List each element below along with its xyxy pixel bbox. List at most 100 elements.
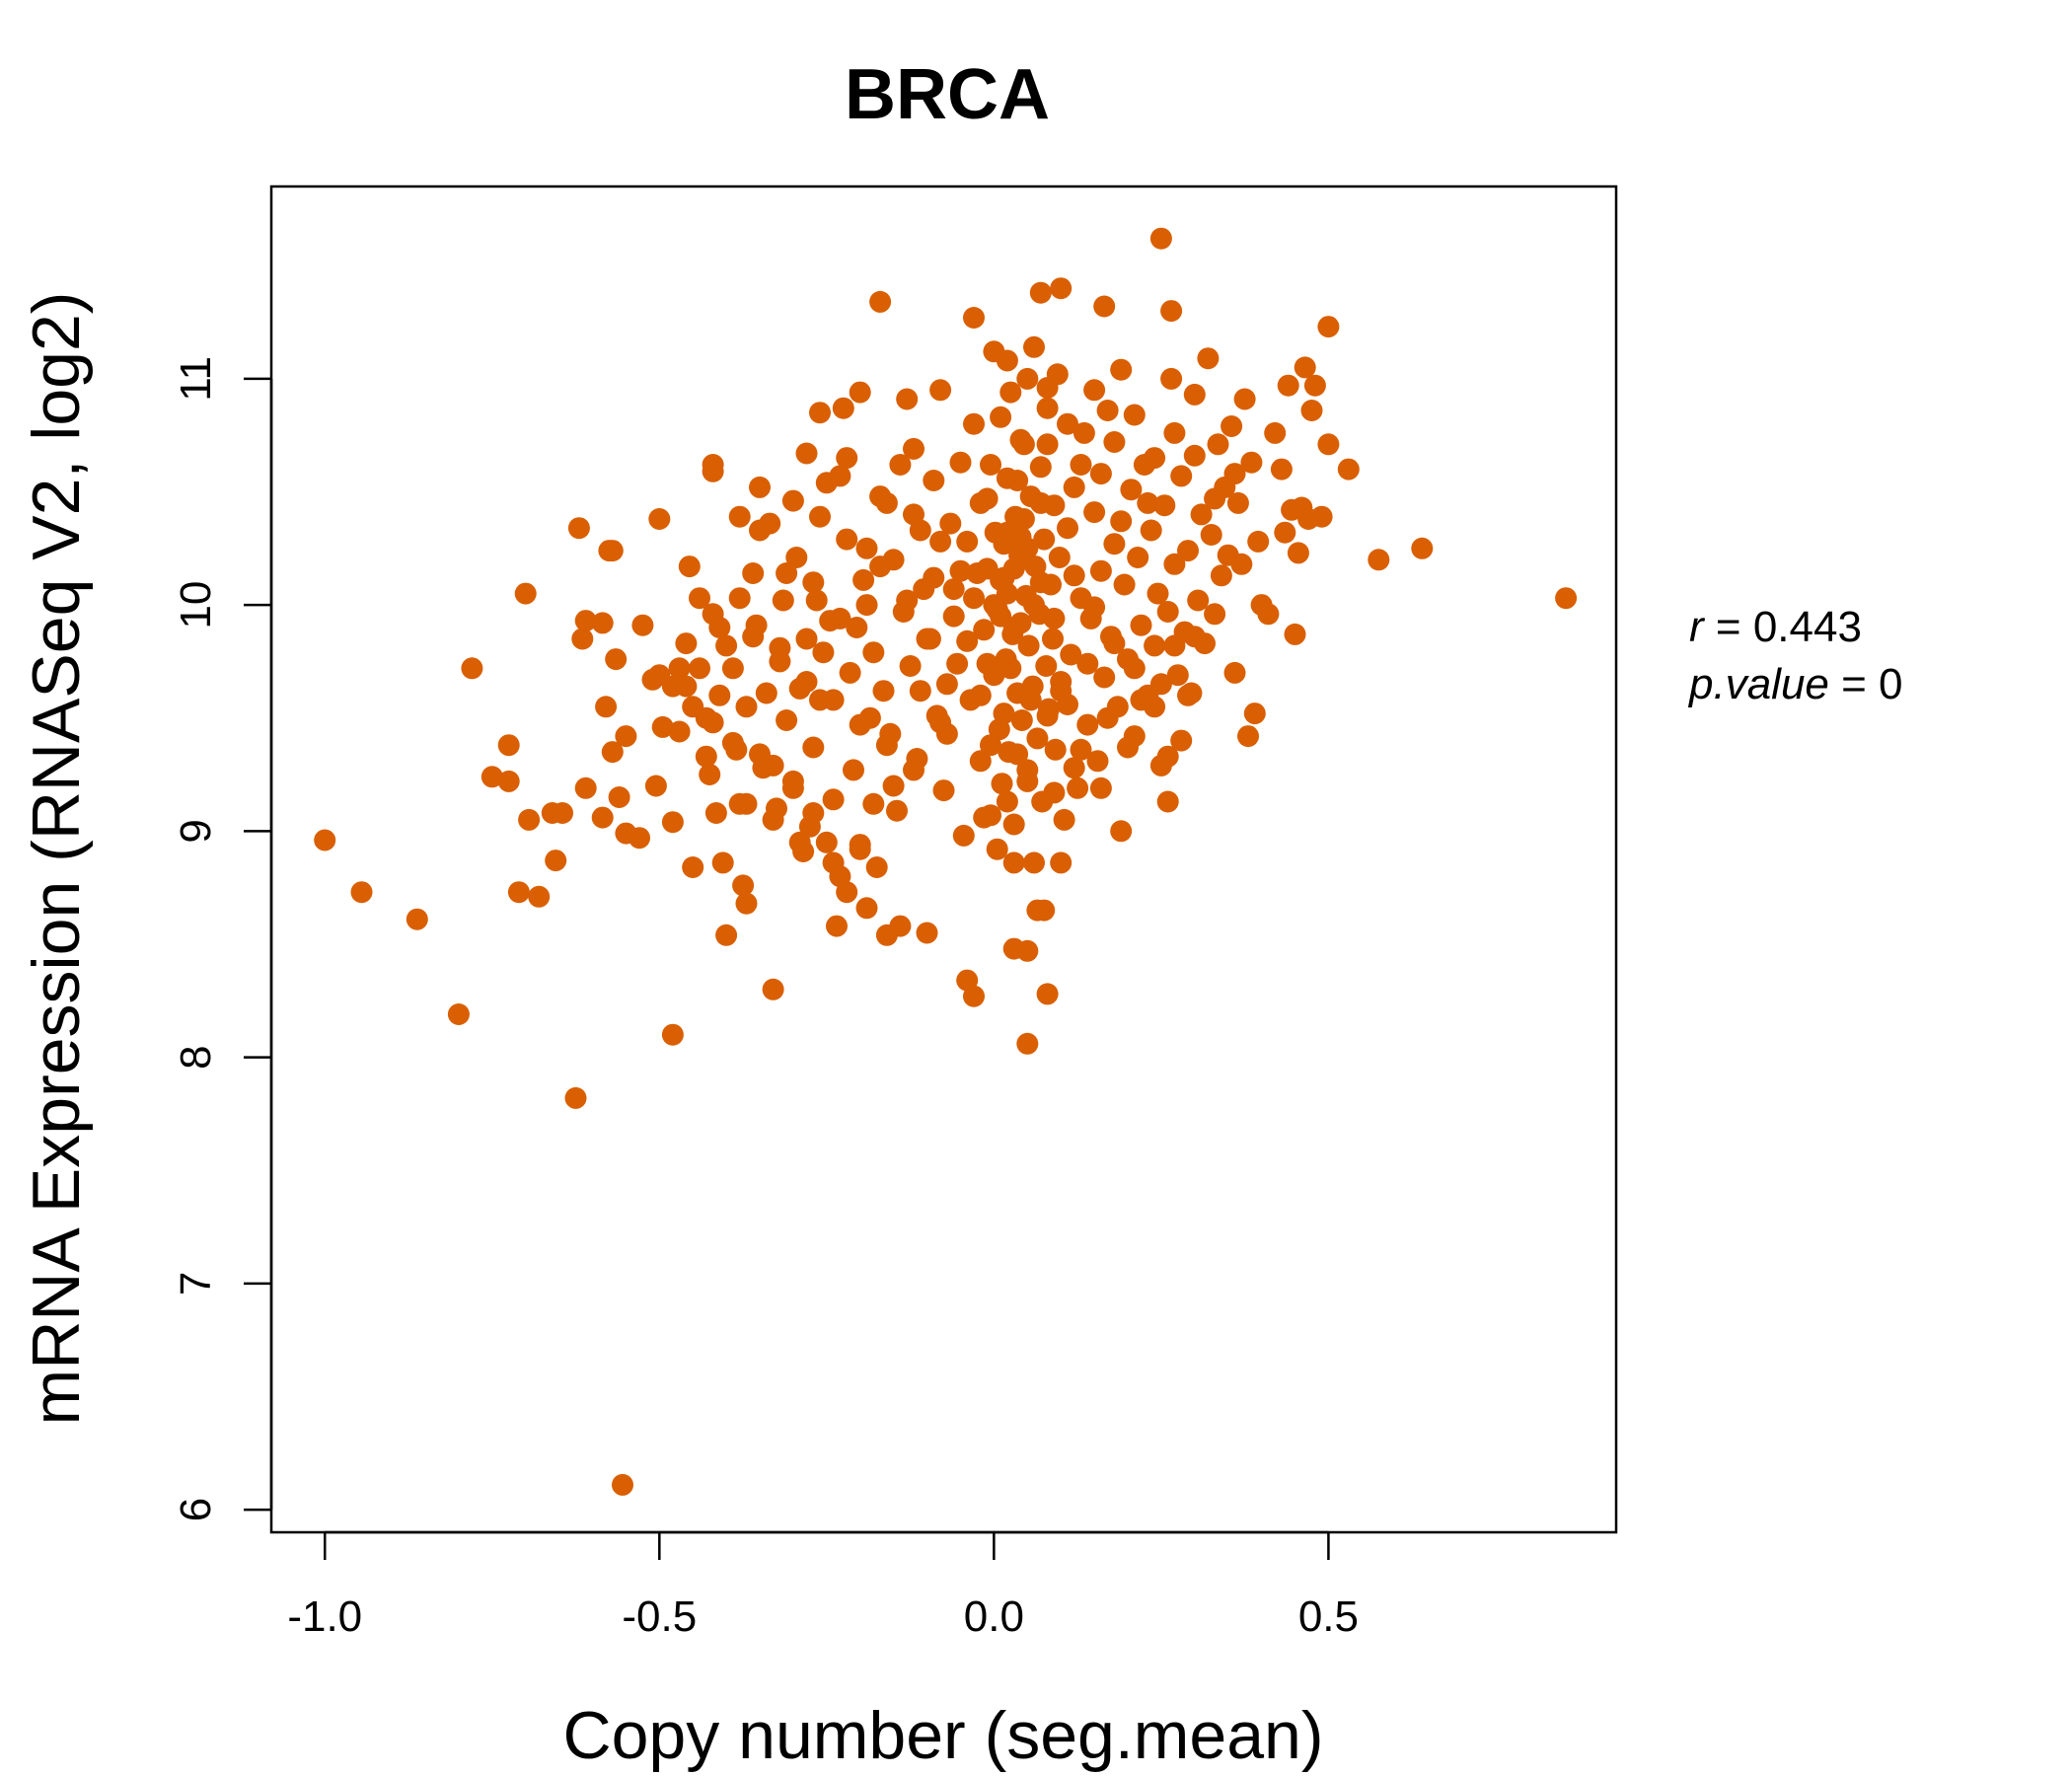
data-point <box>1149 227 1172 250</box>
data-point <box>721 657 744 680</box>
data-point <box>1016 1032 1039 1055</box>
data-point <box>993 533 1015 555</box>
data-point <box>980 454 1001 476</box>
data-point <box>528 885 551 908</box>
data-point <box>732 874 755 897</box>
data-point <box>1083 596 1106 619</box>
data-point <box>1017 634 1040 657</box>
data-point <box>1063 476 1085 498</box>
data-point <box>1237 725 1259 748</box>
data-point <box>1043 781 1066 804</box>
data-point <box>963 985 985 1007</box>
data-point <box>1257 603 1280 626</box>
data-point <box>1123 657 1146 680</box>
data-point <box>923 566 945 589</box>
data-point <box>715 634 738 657</box>
data-point <box>1317 433 1340 456</box>
data-point <box>742 562 765 584</box>
data-point <box>1050 277 1073 300</box>
data-point <box>1093 295 1116 318</box>
data-point <box>678 555 701 578</box>
data-point <box>1029 571 1052 594</box>
data-point <box>942 578 965 601</box>
data-point <box>942 605 965 628</box>
data-point <box>986 838 1008 860</box>
data-point <box>1144 447 1166 470</box>
data-point <box>1156 790 1179 813</box>
data-point <box>829 607 851 629</box>
data-point <box>762 808 784 831</box>
data-point <box>1067 777 1089 799</box>
data-point <box>605 648 628 671</box>
data-point <box>1204 603 1226 626</box>
data-point <box>939 512 962 535</box>
data-point <box>776 562 798 584</box>
data-point <box>1036 704 1059 727</box>
data-point <box>708 617 731 638</box>
data-point <box>812 641 835 664</box>
data-point <box>1057 694 1078 715</box>
data-point <box>909 680 931 703</box>
data-point <box>608 786 630 808</box>
data-point <box>1036 983 1059 1005</box>
data-point <box>1089 777 1112 799</box>
data-point <box>1029 491 1052 514</box>
data-point <box>591 612 614 634</box>
data-point <box>591 806 614 829</box>
data-point <box>949 451 972 474</box>
data-point <box>1026 899 1049 922</box>
data-point <box>1137 491 1159 514</box>
data-point <box>1016 770 1039 792</box>
data-point <box>836 528 858 551</box>
y-tick-label: 11 <box>172 356 220 402</box>
data-point <box>629 827 650 850</box>
y-tick-label: 10 <box>172 581 220 629</box>
data-point <box>862 792 885 815</box>
data-point <box>1140 519 1162 542</box>
x-tick-label: -0.5 <box>622 1592 697 1641</box>
data-point <box>999 657 1022 680</box>
data-point <box>1063 757 1085 779</box>
data-point <box>1042 628 1064 650</box>
data-point <box>969 491 992 514</box>
data-point <box>776 709 798 731</box>
data-point <box>1294 356 1316 379</box>
data-point <box>1166 664 1189 687</box>
x-tick-label: -1.0 <box>287 1592 362 1641</box>
data-point <box>1002 851 1025 874</box>
data-point <box>497 770 520 792</box>
data-point <box>956 629 979 652</box>
data-point <box>1264 421 1287 444</box>
data-point <box>1036 433 1059 456</box>
data-point <box>826 915 848 937</box>
data-point <box>1073 421 1095 444</box>
data-point <box>1240 451 1263 474</box>
x-tick-label: 0.0 <box>964 1592 1024 1641</box>
data-point <box>865 856 888 878</box>
data-point <box>769 650 791 673</box>
data-point <box>668 657 691 680</box>
data-point <box>1156 601 1179 623</box>
data-point <box>1170 465 1193 487</box>
data-point <box>447 1003 470 1025</box>
data-point <box>1368 549 1390 571</box>
data-point <box>889 454 912 476</box>
data-point <box>996 582 1018 605</box>
data-point <box>1016 939 1039 962</box>
data-point <box>1113 573 1136 596</box>
data-point <box>822 689 845 711</box>
data-point <box>1177 540 1199 562</box>
data-point <box>631 614 654 636</box>
data-point <box>648 664 671 687</box>
data-point <box>1083 501 1106 524</box>
data-point <box>839 661 861 684</box>
data-point <box>1163 553 1186 575</box>
data-point <box>815 831 838 853</box>
data-point <box>1411 537 1434 559</box>
data-point <box>1110 358 1133 381</box>
data-point <box>1156 745 1179 768</box>
data-point <box>875 491 898 514</box>
data-point <box>735 696 758 718</box>
data-point <box>595 696 618 718</box>
